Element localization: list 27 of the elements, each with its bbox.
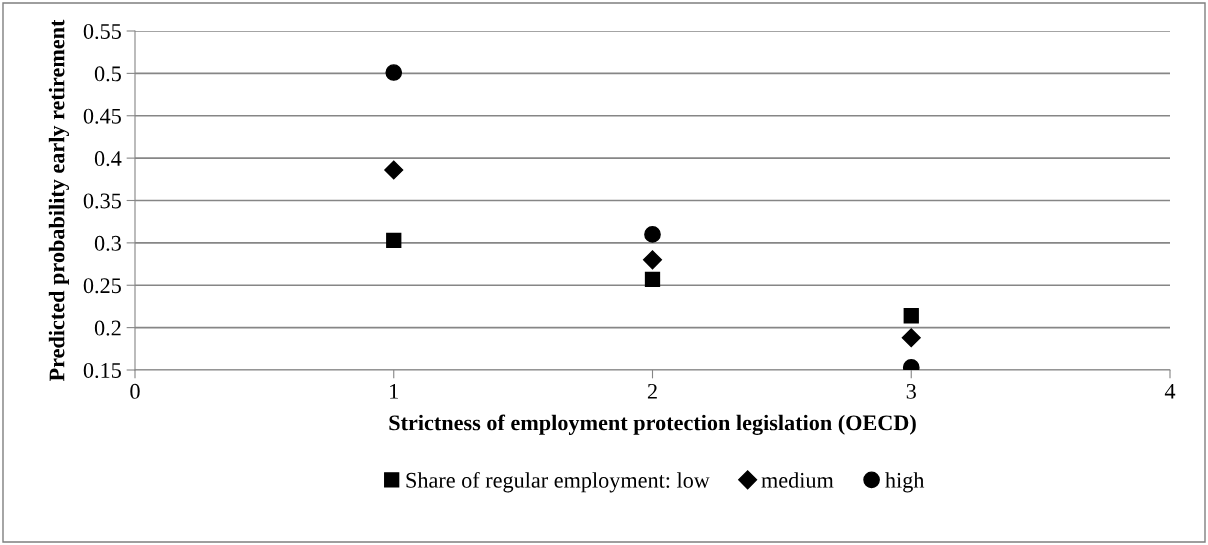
y-tick-label: 0.25	[83, 278, 121, 294]
y-tick-label: 0.45	[83, 108, 121, 124]
point	[644, 226, 661, 243]
legend-label: high	[885, 472, 925, 493]
x-tick-label: 3	[906, 383, 916, 399]
x-tick-label: 4	[1164, 383, 1176, 399]
point	[642, 250, 663, 270]
point	[644, 271, 661, 287]
y-axis-title: Predicted probability early retirement	[48, 19, 70, 382]
point	[901, 328, 921, 348]
point	[386, 232, 402, 248]
point	[384, 160, 404, 180]
y-tick-label: 0.15	[83, 362, 121, 379]
legend-label: medium	[761, 472, 834, 488]
x-tick-label: 1	[390, 383, 398, 399]
y-tick-label: 0.5	[94, 66, 121, 82]
y-tick-label: 0.35	[83, 193, 121, 209]
point	[385, 64, 403, 81]
x-tick-label: 0	[130, 383, 140, 399]
y-tick-label: 0.3	[94, 235, 121, 251]
x-tick-label: 2	[647, 383, 657, 399]
y-tick-label: 0.55	[83, 23, 121, 40]
point	[903, 308, 919, 324]
y-tick-label: 0.4	[94, 151, 122, 167]
x-axis-title: Strictness of employment protection legislation (OECD)	[389, 414, 916, 436]
legend-label: Share of regular employment: low	[406, 471, 710, 493]
y-tick-label: 0.2	[94, 320, 121, 336]
